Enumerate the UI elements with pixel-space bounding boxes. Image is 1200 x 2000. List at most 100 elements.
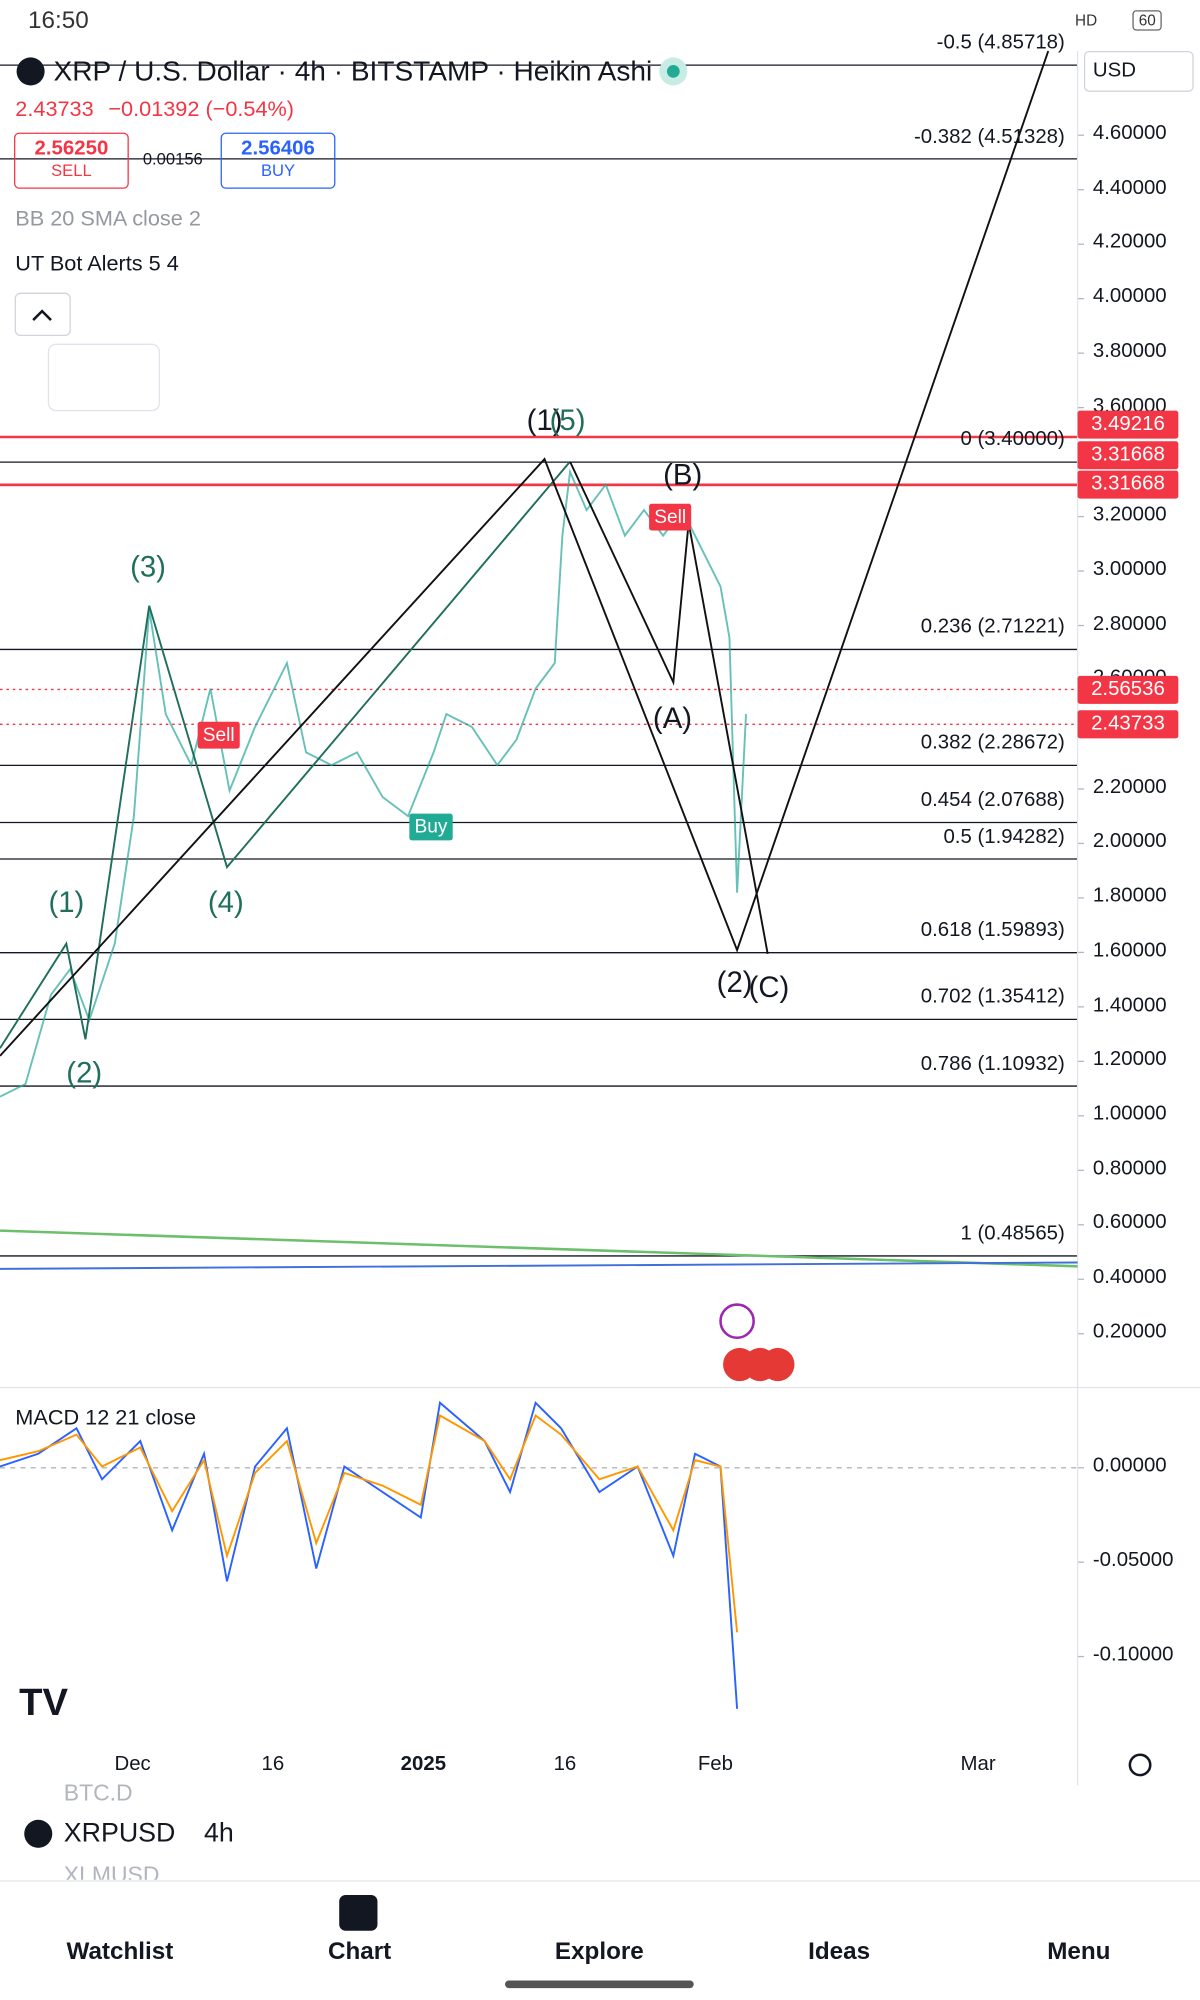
time-tick-label: 16 [261, 1753, 285, 1776]
macd-tick-label: 0.00000 [1092, 1455, 1167, 1477]
clock: 16:50 [28, 7, 89, 35]
fib-label: -0.382 (4.51328) [913, 125, 1065, 148]
chart-icon [339, 1895, 378, 1931]
price-tag: 2.56536 [1077, 675, 1179, 704]
signal-tag: Buy [409, 813, 453, 841]
sell-price: 2.56250 [34, 137, 109, 160]
price-tick-label: 3.00000 [1092, 558, 1167, 580]
wave-line [0, 50, 1050, 1057]
price-tag: 3.49216 [1077, 410, 1179, 439]
wave-label: (3) [130, 549, 166, 583]
nav-item[interactable]: Explore [554, 1938, 644, 1966]
fib-label: 0.382 (2.28672) [920, 732, 1065, 754]
macd-tick-label: -0.10000 [1092, 1643, 1174, 1666]
wave-line [569, 461, 769, 955]
home-indicator [504, 1980, 694, 1989]
time-tick-label: 16 [553, 1753, 577, 1776]
spread: 0.00156 [142, 149, 203, 169]
chevron [32, 309, 52, 321]
macd-tick-label: -0.05000 [1092, 1549, 1174, 1572]
fib-label: 1 (0.48565) [960, 1222, 1065, 1245]
wave-label: (2) [66, 1055, 103, 1090]
price-tick-label: 4.40000 [1092, 176, 1167, 199]
price-tick-label: 0.60000 [1092, 1212, 1167, 1234]
symbol-logo [24, 1819, 53, 1848]
signal-line [0, 1414, 739, 1633]
sell-button[interactable]: 2.56250 SELL [14, 132, 129, 189]
indicator[interactable]: BB 20 SMA close 2 [15, 206, 201, 231]
wave-label: (4) [207, 885, 244, 919]
price-tick-label: 0.20000 [1092, 1320, 1167, 1343]
toolbar-symbol[interactable]: XRPUSD [63, 1818, 176, 1848]
price-tick-label: 2.20000 [1092, 776, 1167, 798]
indicator[interactable]: UT Bot Alerts 5 4 [15, 251, 179, 276]
prev-symbol[interactable]: BTC.D [63, 1780, 133, 1806]
network: HD [1075, 11, 1098, 30]
fib-label: 0.236 (2.71221) [920, 616, 1065, 638]
nav-item[interactable]: Ideas [808, 1938, 871, 1966]
fib-label: 0.786 (1.10932) [920, 1052, 1065, 1075]
buy-price: 2.56406 [241, 137, 315, 160]
collapse-button[interactable] [14, 292, 71, 337]
macd-line [0, 1400, 739, 1709]
settings-icon[interactable] [1128, 1753, 1152, 1777]
price-tick-label: 1.20000 [1092, 1048, 1167, 1071]
interval[interactable]: 4h [204, 1818, 234, 1848]
event-icon[interactable] [719, 1303, 755, 1340]
currency-select[interactable]: USD [1083, 51, 1194, 92]
price-tick-label: 2.80000 [1092, 612, 1167, 635]
wave-label: (B) [663, 457, 703, 491]
price-tick-label: 1.00000 [1092, 1103, 1167, 1125]
price-trace [0, 468, 747, 1098]
battery: 60 [1132, 10, 1163, 31]
price-tick-label: 3.20000 [1092, 503, 1167, 526]
nav-item[interactable]: Menu [1047, 1938, 1111, 1966]
time-tick-label: Dec [114, 1753, 151, 1776]
last-price: 2.43733 [15, 96, 94, 122]
symbol-logo [16, 57, 45, 86]
macd-title: MACD 12 21 close [15, 1405, 197, 1430]
buy-label: BUY [260, 160, 296, 180]
time-tick-label: Feb [697, 1753, 733, 1776]
fib-label: 0.5 (1.94282) [943, 825, 1065, 848]
price-tick-label: 4.00000 [1092, 285, 1167, 308]
wave-label: (C) [748, 970, 790, 1004]
sell-label: SELL [51, 160, 92, 180]
price-tag: 3.31668 [1077, 441, 1179, 470]
fib-label: 0 (3.40000) [960, 428, 1065, 451]
price-tick-label: 2.00000 [1092, 830, 1167, 853]
signal-tag: Sell [649, 503, 692, 531]
ma-line [0, 1229, 1078, 1268]
price-tick-label: 4.20000 [1092, 231, 1167, 254]
wave-label: (5) [549, 402, 586, 437]
symbol-title[interactable]: XRP / U.S. Dollar · 4h · BITSTAMP · Heik… [53, 54, 653, 87]
time-tick-label: 2025 [400, 1753, 447, 1776]
wave-label: (1) [526, 402, 563, 437]
wave-label: (1) [48, 885, 85, 919]
drawing-panel[interactable] [47, 343, 161, 412]
event-icon[interactable] [761, 1347, 795, 1382]
price-tick-label: 3.80000 [1092, 340, 1167, 363]
fib-label: -0.5 (4.85718) [936, 32, 1065, 54]
price-tick-label: 1.80000 [1092, 885, 1167, 907]
price-tag: 2.43733 [1077, 710, 1179, 739]
nav-item[interactable]: Chart [327, 1938, 392, 1966]
wave-line [0, 461, 571, 1049]
next-symbol[interactable]: XLMUSD [63, 1861, 160, 1880]
fib-label: 0.702 (1.35412) [920, 986, 1065, 1008]
time-tick-label: Mar [960, 1753, 996, 1776]
price-tick-label: 0.80000 [1092, 1157, 1167, 1180]
nav-item[interactable]: Watchlist [66, 1938, 174, 1966]
market-status-dot [666, 65, 680, 78]
wave-label: (A) [652, 701, 693, 735]
buy-button[interactable]: 2.56406 BUY [220, 132, 336, 189]
price-tick-label: 0.40000 [1092, 1266, 1167, 1289]
price-tick-label: 1.60000 [1092, 939, 1167, 962]
price-tag: 3.31668 [1077, 470, 1179, 499]
price-tick-label: 4.60000 [1092, 122, 1167, 145]
logo: TV [19, 1681, 68, 1724]
ma-line [0, 1261, 1078, 1270]
